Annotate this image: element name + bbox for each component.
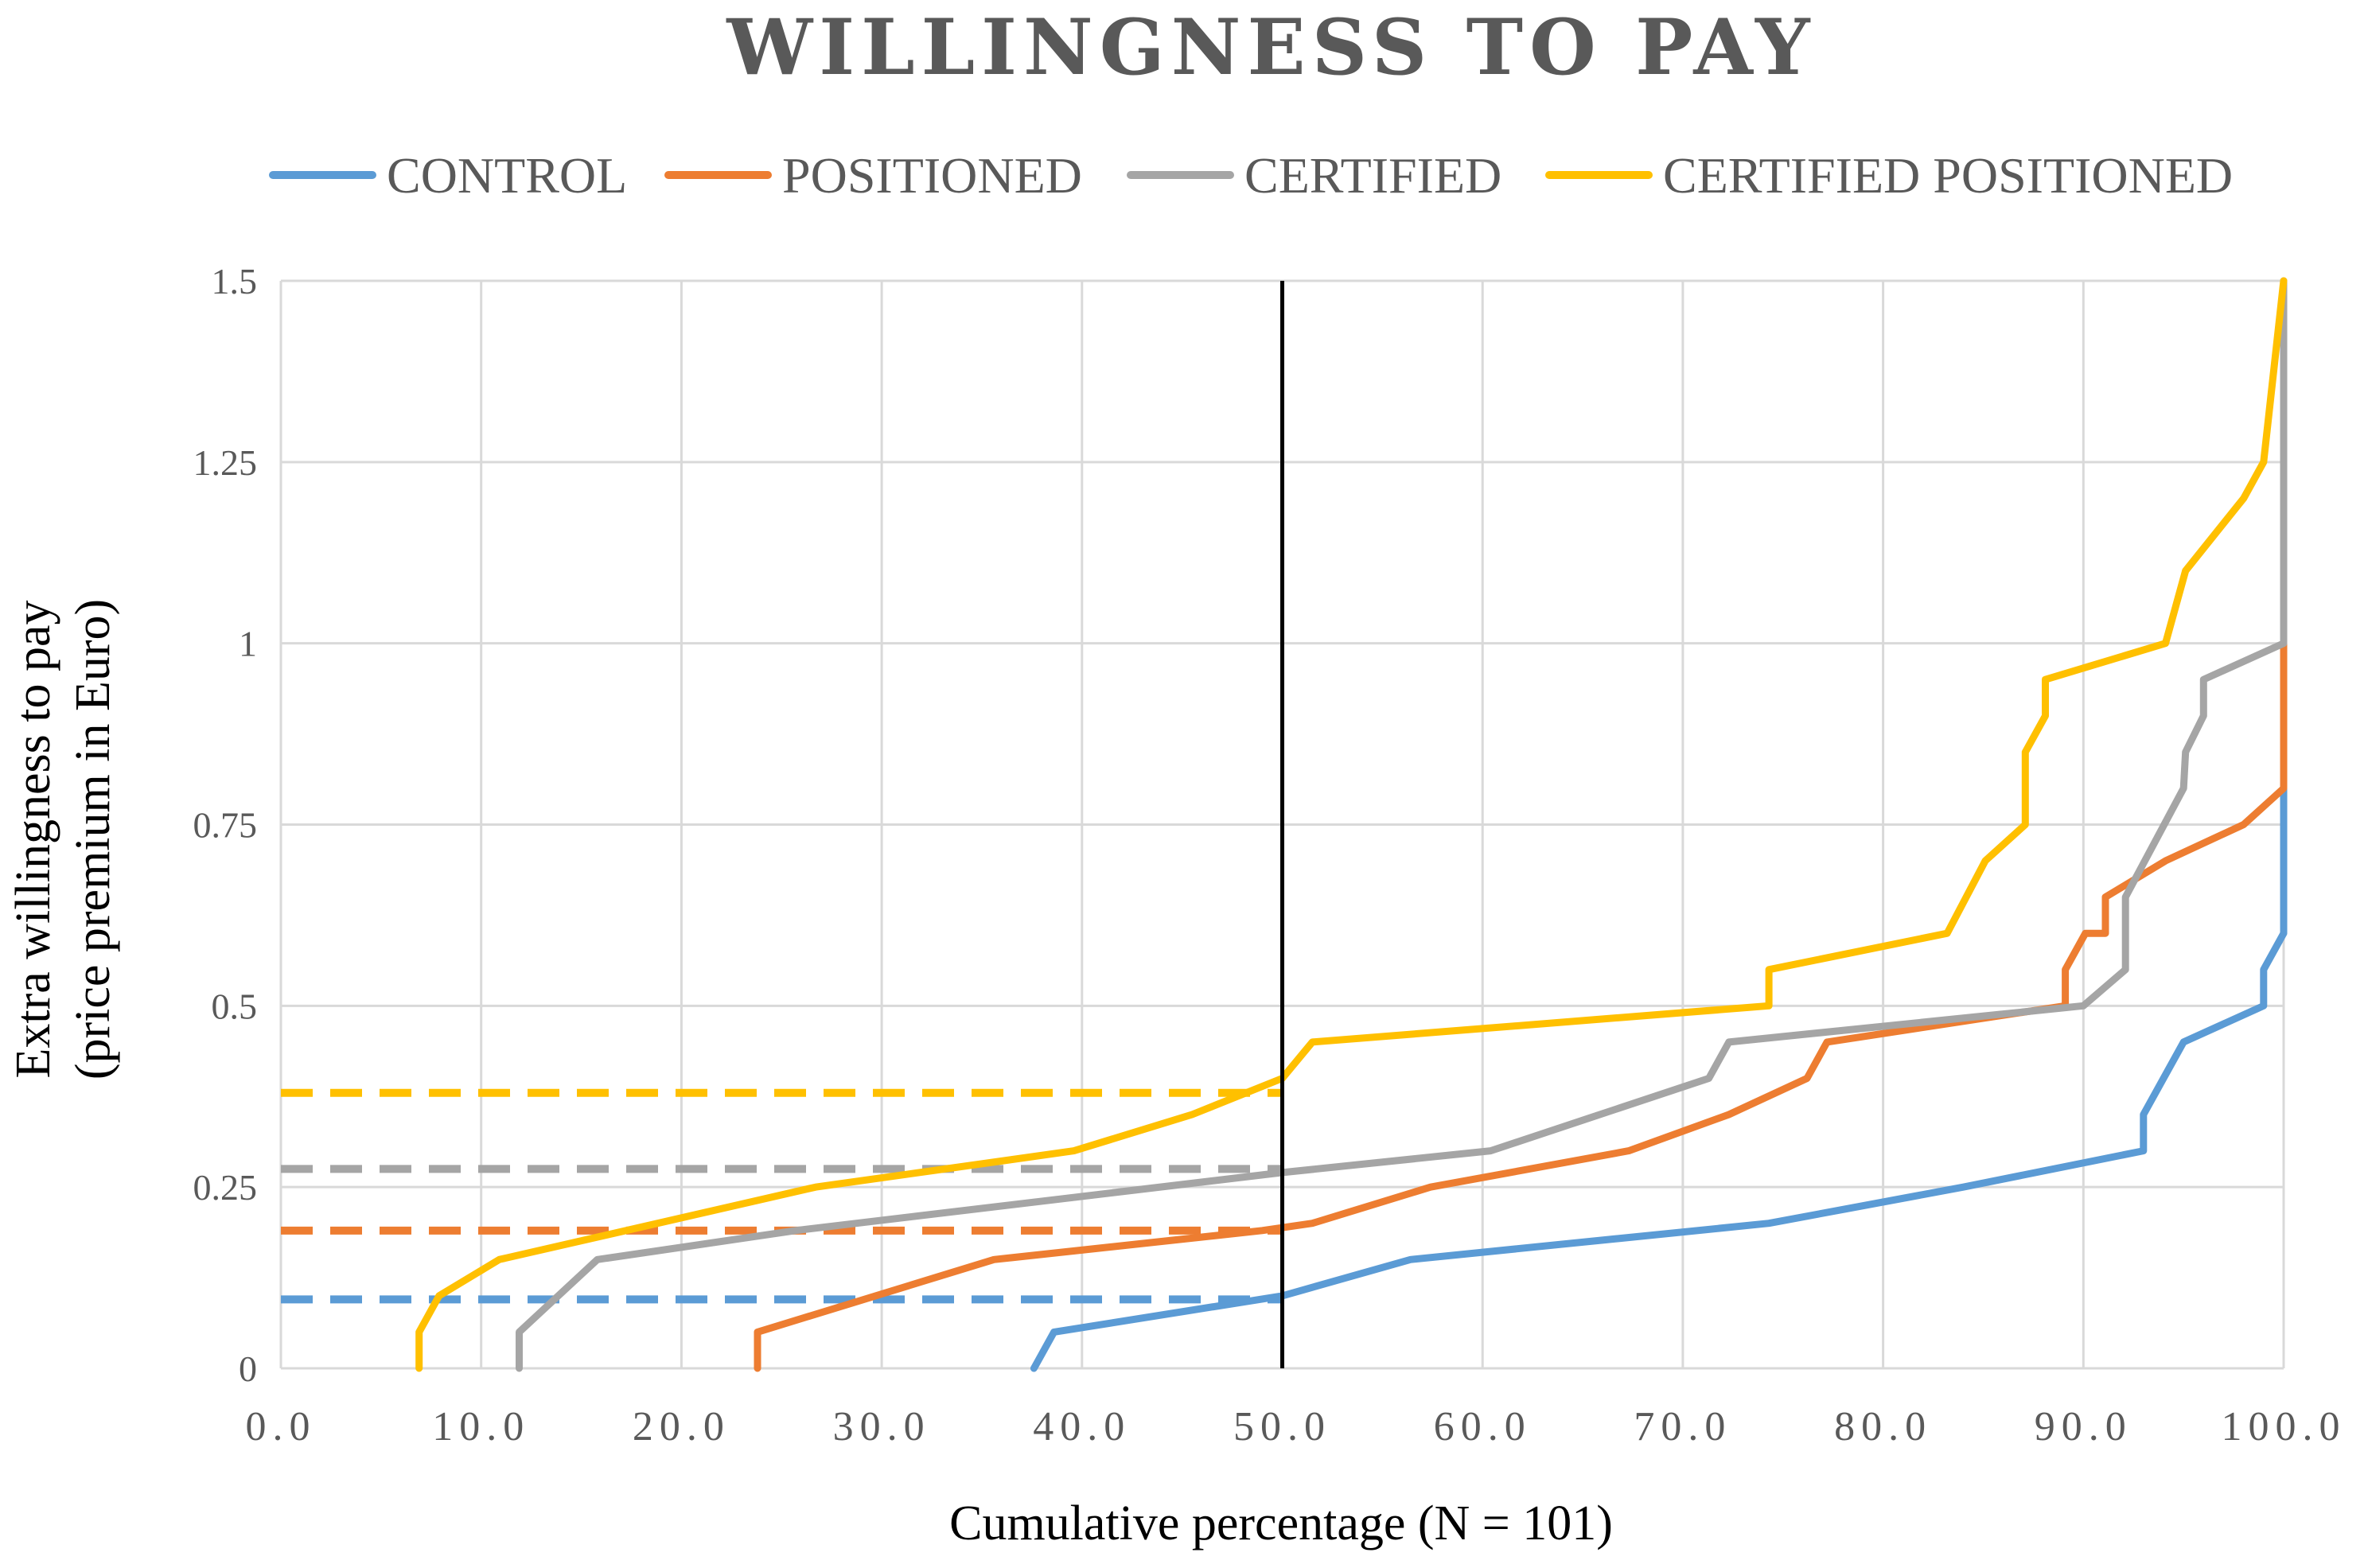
x-tick-label: 20.0 (633, 1404, 730, 1449)
series-line (516, 277, 2288, 1372)
y-tick-label: 1.25 (193, 442, 258, 483)
y-axis-label-line1: Extra willingness to pay (6, 601, 60, 1079)
series-line (1030, 784, 2288, 1372)
legend-label: CERTIFIED (1244, 147, 1501, 204)
x-axis-ticks: 0.0 10.0 20.0 30.0 40.0 50.0 60.0 70.0 80.0 90.0 1… (246, 1404, 2347, 1449)
y-tick-label: 0.25 (193, 1167, 258, 1208)
legend-label: POSITIONED (782, 147, 1082, 204)
x-tick-label: 50.0 (1233, 1404, 1331, 1449)
x-tick-label: 0.0 (246, 1404, 317, 1449)
x-tick-label: 80.0 (1834, 1404, 1932, 1449)
legend: CONTROL POSITIONED CERTIFIED CERTIFIED POSI… (269, 147, 2233, 204)
series-line (415, 277, 2288, 1372)
y-tick-label: 1.5 (212, 261, 258, 302)
y-axis-label-line2: (price premium in Euro) (66, 599, 120, 1080)
x-tick-label: 90.0 (2035, 1404, 2132, 1449)
legend-label: CONTROL (387, 147, 627, 204)
series-line (754, 640, 2288, 1372)
y-tick-label: 0.75 (193, 805, 258, 846)
legend-label: CERTIFIED POSITIONED (1663, 147, 2233, 204)
x-tick-label: 100.0 (2222, 1404, 2347, 1449)
y-tick-label: 0 (239, 1348, 257, 1389)
chart-title: WILLINGNESS TO PAY (726, 2, 1816, 92)
y-tick-label: 1 (239, 624, 257, 664)
x-axis-label: Cumulative percentage (N = 101) (949, 1496, 1613, 1550)
x-tick-label: 10.0 (432, 1404, 530, 1449)
x-tick-label: 40.0 (1033, 1404, 1131, 1449)
y-tick-label: 0.5 (212, 986, 258, 1026)
x-tick-label: 60.0 (1434, 1404, 1532, 1449)
y-axis-ticks: 0 0.25 0.5 0.75 1 1.25 1.5 (193, 261, 258, 1389)
x-tick-label: 30.0 (833, 1404, 931, 1449)
x-tick-label: 70.0 (1634, 1404, 1731, 1449)
